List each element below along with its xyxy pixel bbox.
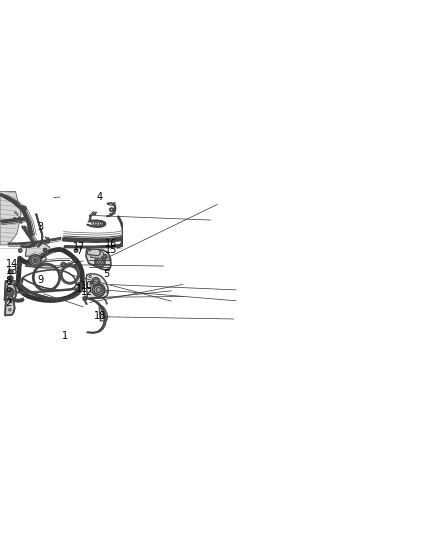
Text: 6: 6	[6, 284, 12, 294]
Circle shape	[92, 278, 100, 286]
Circle shape	[6, 288, 14, 296]
Polygon shape	[0, 191, 21, 245]
Circle shape	[9, 291, 11, 293]
Text: 14: 14	[6, 259, 18, 269]
Polygon shape	[92, 222, 104, 225]
Circle shape	[110, 208, 113, 212]
Text: 16: 16	[105, 239, 117, 249]
Text: 12: 12	[81, 287, 94, 297]
Text: 18: 18	[94, 311, 106, 321]
Polygon shape	[4, 281, 16, 300]
Circle shape	[94, 222, 97, 225]
Text: 13: 13	[6, 266, 18, 276]
Circle shape	[92, 284, 105, 296]
Text: 3: 3	[38, 222, 44, 232]
Circle shape	[93, 279, 98, 284]
Circle shape	[30, 255, 41, 266]
Polygon shape	[87, 249, 100, 256]
Text: 17: 17	[73, 241, 85, 252]
Circle shape	[94, 286, 103, 295]
Circle shape	[7, 290, 13, 295]
Circle shape	[10, 278, 11, 279]
Polygon shape	[99, 305, 108, 321]
Text: 10: 10	[81, 281, 94, 290]
Circle shape	[46, 240, 49, 243]
Text: 1: 1	[62, 331, 68, 341]
Circle shape	[102, 255, 107, 259]
Circle shape	[31, 256, 39, 264]
Circle shape	[96, 287, 101, 293]
Circle shape	[34, 260, 36, 262]
Circle shape	[33, 258, 38, 263]
Circle shape	[97, 259, 103, 265]
Polygon shape	[86, 249, 111, 270]
Circle shape	[98, 260, 102, 263]
Text: 9: 9	[38, 274, 44, 285]
Text: 4: 4	[96, 192, 102, 203]
Text: 8: 8	[6, 276, 12, 286]
Polygon shape	[5, 292, 14, 316]
Text: 7: 7	[76, 246, 82, 256]
Polygon shape	[26, 252, 46, 266]
Polygon shape	[11, 280, 16, 285]
Text: 15: 15	[105, 245, 117, 255]
Text: 5: 5	[104, 269, 110, 279]
Circle shape	[23, 227, 25, 229]
Circle shape	[99, 222, 102, 225]
Text: 11: 11	[76, 284, 88, 294]
Polygon shape	[25, 243, 51, 256]
Text: 2: 2	[6, 298, 12, 308]
Polygon shape	[90, 251, 104, 259]
Polygon shape	[86, 273, 109, 298]
Circle shape	[10, 271, 11, 272]
Circle shape	[95, 257, 105, 267]
